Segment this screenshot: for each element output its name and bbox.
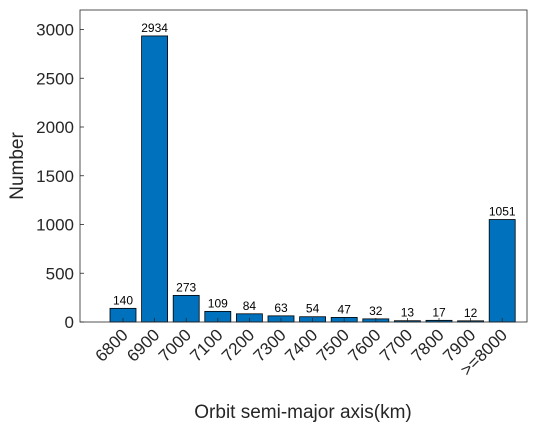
- x-tick-label: 7600: [344, 325, 384, 365]
- x-tick-label: 7100: [186, 325, 226, 365]
- data-label: 63: [274, 301, 288, 315]
- x-tick-label: 7700: [376, 325, 416, 365]
- y-tick-label: 1000: [36, 216, 74, 235]
- y-tick-label: 1500: [36, 167, 74, 186]
- data-label: 273: [176, 280, 196, 294]
- y-tick-label: 2500: [36, 69, 74, 88]
- data-label: 32: [369, 304, 383, 318]
- data-label: 84: [243, 299, 257, 313]
- y-tick-label: 0: [65, 313, 74, 332]
- y-tick-label: 3000: [36, 21, 74, 40]
- x-tick-label: 6900: [123, 325, 163, 365]
- axes-box: [79, 9, 528, 323]
- x-tick-label: 7300: [250, 325, 290, 365]
- x-tick-label: 7800: [408, 325, 448, 365]
- bar: [488, 219, 516, 323]
- y-tick-label: 500: [46, 264, 74, 283]
- data-label: 1051: [489, 205, 516, 219]
- data-label: 17: [432, 305, 446, 319]
- bar: [172, 294, 200, 323]
- x-tick-label: 7500: [313, 325, 353, 365]
- data-label: 12: [464, 306, 478, 320]
- data-label: 54: [306, 302, 320, 316]
- x-tick-label: 7400: [281, 325, 321, 365]
- x-tick-label: 7000: [155, 325, 195, 365]
- y-axis-title: Number: [7, 132, 28, 200]
- x-tick-label: 6800: [92, 325, 132, 365]
- data-label: 109: [208, 296, 228, 310]
- x-tick-label: 7200: [218, 325, 258, 365]
- data-label: 47: [338, 302, 352, 316]
- x-axis-title: Orbit semi-major axis(km): [194, 402, 411, 423]
- data-label: 2934: [141, 21, 168, 35]
- bar: [141, 35, 169, 323]
- data-label: 13: [401, 306, 415, 320]
- data-label: 140: [113, 293, 133, 307]
- y-tick-label: 2000: [36, 118, 74, 137]
